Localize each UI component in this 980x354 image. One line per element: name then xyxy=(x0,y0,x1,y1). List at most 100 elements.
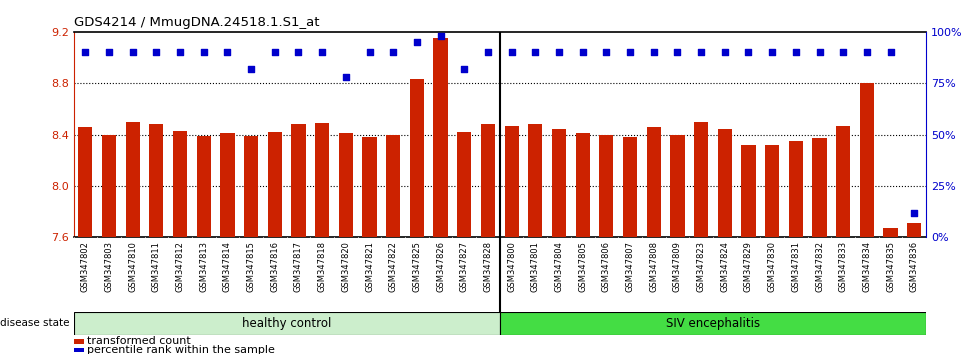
Point xyxy=(385,50,401,55)
Point xyxy=(172,50,188,55)
Text: GSM347811: GSM347811 xyxy=(152,241,161,292)
Text: GSM347802: GSM347802 xyxy=(80,241,90,292)
Text: GSM347801: GSM347801 xyxy=(531,241,540,292)
Text: GSM347816: GSM347816 xyxy=(270,241,279,292)
Point xyxy=(433,33,449,39)
Text: GSM347831: GSM347831 xyxy=(791,241,801,292)
Bar xyxy=(433,38,448,237)
Point xyxy=(906,210,922,215)
Text: GSM347807: GSM347807 xyxy=(625,241,635,292)
Bar xyxy=(102,135,116,237)
Text: disease state: disease state xyxy=(0,318,70,328)
Point xyxy=(77,50,93,55)
Point xyxy=(599,50,614,55)
Bar xyxy=(291,124,306,237)
Text: GSM347808: GSM347808 xyxy=(649,241,659,292)
Text: GSM347806: GSM347806 xyxy=(602,241,611,292)
Bar xyxy=(552,130,566,237)
Bar xyxy=(789,141,803,237)
Bar xyxy=(244,136,258,237)
Text: GSM347825: GSM347825 xyxy=(413,241,421,292)
Bar xyxy=(74,348,83,353)
Text: GSM347812: GSM347812 xyxy=(175,241,184,292)
Point xyxy=(741,50,757,55)
Text: SIV encephalitis: SIV encephalitis xyxy=(665,316,760,330)
Text: GSM347828: GSM347828 xyxy=(483,241,493,292)
Point xyxy=(693,50,709,55)
Bar xyxy=(149,124,164,237)
Point xyxy=(859,50,875,55)
Bar xyxy=(457,132,471,237)
Bar xyxy=(339,133,353,237)
Text: GSM347805: GSM347805 xyxy=(578,241,587,292)
Text: healthy control: healthy control xyxy=(242,316,331,330)
Point xyxy=(291,50,307,55)
Text: GSM347832: GSM347832 xyxy=(815,241,824,292)
Bar xyxy=(500,312,926,335)
Text: GSM347833: GSM347833 xyxy=(839,241,848,292)
Point xyxy=(457,66,472,72)
Text: GSM347822: GSM347822 xyxy=(389,241,398,292)
Text: GSM347824: GSM347824 xyxy=(720,241,729,292)
Text: transformed count: transformed count xyxy=(87,336,191,346)
Text: GSM347813: GSM347813 xyxy=(199,241,209,292)
Point xyxy=(551,50,566,55)
Point xyxy=(315,50,330,55)
Text: GDS4214 / MmugDNA.24518.1.S1_at: GDS4214 / MmugDNA.24518.1.S1_at xyxy=(74,16,319,29)
Point xyxy=(243,66,259,72)
Point xyxy=(124,50,140,55)
Bar xyxy=(74,339,83,344)
Text: GSM347834: GSM347834 xyxy=(862,241,871,292)
Bar xyxy=(386,135,400,237)
Text: GSM347836: GSM347836 xyxy=(909,241,919,292)
Bar xyxy=(528,124,542,237)
Bar xyxy=(623,137,637,237)
Point xyxy=(101,50,117,55)
Text: GSM347809: GSM347809 xyxy=(673,241,682,292)
Bar xyxy=(836,126,851,237)
Bar xyxy=(197,136,211,237)
Point xyxy=(504,50,519,55)
Point xyxy=(267,50,282,55)
Bar xyxy=(172,131,187,237)
Point xyxy=(646,50,662,55)
Bar xyxy=(268,132,282,237)
Text: GSM347810: GSM347810 xyxy=(128,241,137,292)
Text: GSM347823: GSM347823 xyxy=(697,241,706,292)
Point xyxy=(362,50,377,55)
Point xyxy=(220,50,235,55)
Text: GSM347821: GSM347821 xyxy=(365,241,374,292)
Text: GSM347830: GSM347830 xyxy=(767,241,777,292)
Bar xyxy=(670,135,684,237)
Point xyxy=(196,50,212,55)
Bar xyxy=(78,127,92,237)
Bar xyxy=(647,127,661,237)
Text: GSM347803: GSM347803 xyxy=(105,241,114,292)
Point xyxy=(788,50,804,55)
Point xyxy=(835,50,851,55)
Bar xyxy=(694,122,709,237)
Bar xyxy=(884,228,898,237)
Bar xyxy=(599,135,613,237)
Text: GSM347818: GSM347818 xyxy=(318,241,326,292)
Bar xyxy=(505,126,518,237)
Bar xyxy=(410,79,424,237)
Point xyxy=(149,50,165,55)
Point xyxy=(527,50,543,55)
Bar xyxy=(125,122,140,237)
Bar xyxy=(765,145,779,237)
Text: GSM347815: GSM347815 xyxy=(247,241,256,292)
Text: GSM347826: GSM347826 xyxy=(436,241,445,292)
Bar xyxy=(363,137,376,237)
Text: GSM347817: GSM347817 xyxy=(294,241,303,292)
Text: GSM347827: GSM347827 xyxy=(460,241,468,292)
Bar xyxy=(220,133,234,237)
Text: GSM347814: GSM347814 xyxy=(222,241,232,292)
Text: GSM347820: GSM347820 xyxy=(341,241,351,292)
Text: GSM347829: GSM347829 xyxy=(744,241,753,292)
Bar xyxy=(812,138,826,237)
Text: GSM347804: GSM347804 xyxy=(555,241,564,292)
Point xyxy=(575,50,591,55)
Bar xyxy=(74,312,500,335)
Point xyxy=(764,50,780,55)
